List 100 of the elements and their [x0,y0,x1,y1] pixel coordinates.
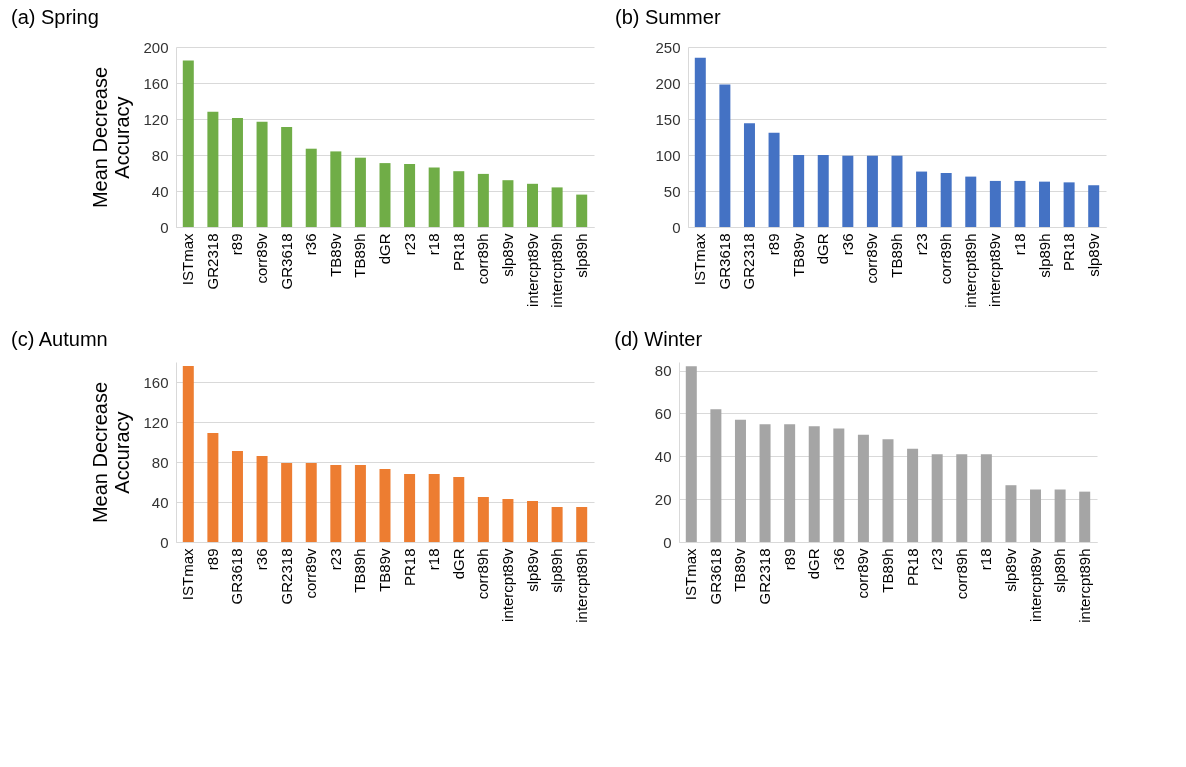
y-tick-label: 60 [654,404,672,422]
x-tick-label: slp89v [523,548,541,592]
bar [404,474,416,542]
bar [330,151,342,227]
x-tick-label: dGR [376,233,393,265]
x-tick-label: TB89h [351,548,369,593]
bar [354,157,366,227]
x-tick-label: corr89v [302,548,320,599]
bar [768,132,780,227]
bar [1054,489,1066,542]
bar [477,497,489,542]
x-tick-label: r23 [912,233,930,256]
x-tick-label: GR3618 [715,233,733,290]
bar [989,180,1001,227]
bar [866,155,878,227]
x-tick-label: slp89v [498,233,516,277]
bar [182,366,194,542]
x-tick-label: TB89v [789,233,807,277]
x-tick-label: slp89h [1051,548,1069,593]
bar [182,60,194,227]
x-tick-label: PR18 [1060,233,1078,272]
x-tick-label: r23 [326,548,344,571]
bar [231,118,243,227]
x-tick-label: GR2318 [756,548,774,605]
x-tick-label: intercpt89h [548,233,566,308]
bar [305,148,317,227]
x-tick-label: r89 [228,233,246,256]
bar [965,176,977,227]
bar [428,474,440,542]
chart-title: (c) Autumn [10,328,108,350]
x-tick-label: intercpt89h [572,548,590,623]
y-tick-label: 80 [151,453,169,471]
bar [833,428,845,542]
bar [256,121,268,227]
x-tick-label: slp89v [1001,548,1019,592]
x-tick-label: GR2318 [277,548,295,605]
bar [330,465,342,542]
x-tick-label: PR18 [400,548,418,587]
x-tick-label: r18 [977,548,995,571]
bar [817,155,829,227]
x-tick-label: corr89v [854,548,872,599]
bar [207,433,219,542]
x-tick-label: r89 [765,233,783,256]
bar [207,111,219,227]
x-tick-label: corr89v [253,233,271,284]
x-tick-label: intercpt89h [961,233,979,308]
y-tick-label: 80 [151,146,169,164]
x-tick-label: TB89h [351,233,369,278]
y-tick-label: 250 [655,38,681,56]
x-tick-label: corr89h [952,548,970,600]
y-tick-label: 50 [663,182,681,200]
x-tick-label: TB89v [376,548,393,592]
y-tick-label: 120 [143,110,169,128]
x-tick-label: TB89v [326,233,344,277]
x-tick-label: corr89h [474,548,492,600]
x-tick-label: r89 [780,548,798,571]
x-tick-label: ISTmax [179,233,197,286]
bar [502,180,514,227]
chart-title: (a) Spring [10,6,99,28]
chart-title: (b) Summer [614,6,721,28]
bar [940,173,952,227]
x-tick-label: r23 [928,548,946,571]
bar [842,155,854,227]
chart-title: (d) Winter [614,328,703,350]
x-tick-label: TB89h [879,548,896,593]
y-axis-title: Mean Decrease Accuracy [89,381,134,524]
bar [428,167,440,227]
x-tick-label: intercpt89v [1026,548,1044,622]
bar [694,57,706,227]
x-tick-label: r36 [838,233,856,256]
bar [551,507,563,542]
x-tick-label: dGR [449,548,467,580]
bar [256,456,268,542]
bar [931,454,943,542]
x-tick-label: corr89h [474,233,492,285]
y-axis-title: Mean Decrease Accuracy [89,66,134,209]
x-tick-label: dGR [805,548,823,580]
x-tick-label: TB89h [888,233,905,278]
x-tick-label: dGR [814,233,832,265]
bar [1014,180,1026,227]
bar [916,171,928,227]
x-tick-label: r23 [400,233,418,256]
bar [551,187,563,227]
y-tick-label: 160 [143,373,169,391]
bar [576,194,588,227]
bar [281,127,293,227]
bar [404,164,416,227]
x-tick-label: r36 [302,233,320,256]
bar [808,426,820,542]
y-tick-label: 0 [160,218,169,236]
bar [576,507,588,542]
x-tick-label: r18 [425,233,443,256]
bar [453,171,465,227]
bar [793,155,805,227]
y-tick-label: 40 [151,493,169,511]
y-tick-label: 0 [663,533,672,551]
bar [710,409,722,542]
x-tick-label: ISTmax [179,548,197,601]
bar [453,477,465,542]
bar [891,155,903,227]
